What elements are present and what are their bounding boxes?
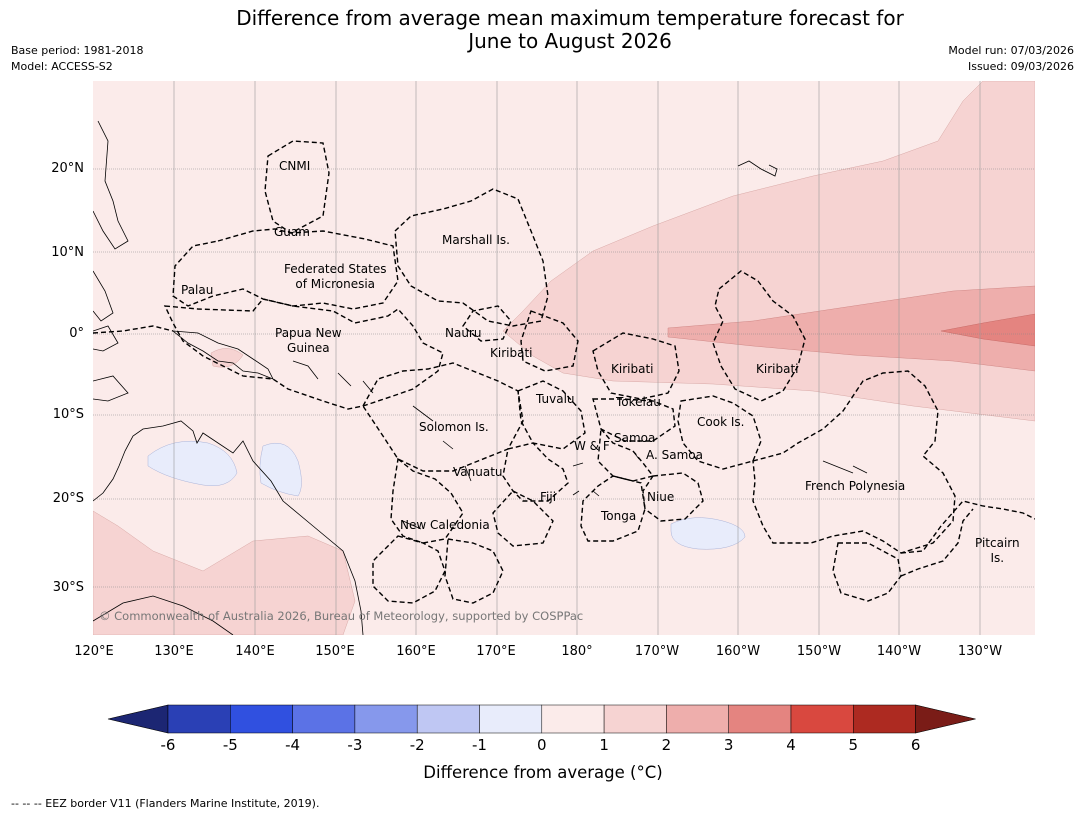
- eez-borders: [93, 140, 1035, 604]
- region-label-marshall-islands: Marshall Is.: [442, 233, 510, 247]
- colorbar: [107, 704, 976, 734]
- model-info: Base period: 1981-2018 Model: ACCESS-S2: [11, 43, 143, 75]
- region-label-cook-islands: Cook Is.: [697, 415, 745, 429]
- colorbar-cell: [354, 704, 418, 734]
- anomaly-3-4-equatorial-core: [940, 313, 1035, 347]
- colorbar-cell: [479, 704, 543, 734]
- lat-label-20n: 20°N: [51, 161, 84, 176]
- colorbar-cell: [853, 704, 916, 734]
- issued-date: Issued: 09/03/2026: [967, 60, 1074, 73]
- lon-label-130w: 130°W: [957, 644, 1003, 659]
- anomaly-neg-gulf-carpentaria: [147, 440, 238, 486]
- colorbar-tick-label: 6: [910, 736, 921, 754]
- meridians: [173, 81, 981, 635]
- region-label-tokelau: Tokelau: [616, 395, 661, 409]
- lat-label-30s: 30°S: [52, 580, 84, 595]
- map-canvas: [93, 81, 1035, 635]
- colorbar-tick-label: 1: [599, 736, 609, 754]
- region-label-kiribati-west: Kiribati: [490, 346, 533, 360]
- colorbar-tick-label: -3: [347, 736, 363, 754]
- lon-label-160w: 160°W: [715, 644, 761, 659]
- lon-label-130e: 130°E: [154, 644, 194, 659]
- colorbar-cell: [603, 704, 667, 734]
- colorbar-tick-label: -1: [472, 736, 487, 754]
- region-label-papua-new-guinea: Papua New Guinea: [275, 326, 342, 355]
- lon-label-160e: 160°E: [396, 644, 436, 659]
- lon-label-140w: 140°W: [876, 644, 922, 659]
- region-label-new-caledonia: New Caledonia: [400, 518, 490, 532]
- region-label-solomon-islands: Solomon Is.: [419, 420, 489, 434]
- region-label-kiribati-central: Kiribati: [611, 362, 654, 376]
- colorbar-tick-label: 0: [537, 736, 547, 754]
- lon-label-170e: 170°E: [476, 644, 516, 659]
- region-label-american-samoa: A. Samoa: [646, 448, 703, 462]
- anomaly-neg-coral-sea: [259, 442, 302, 497]
- lat-label-10s: 10°S: [52, 407, 84, 422]
- region-label-guam: Guam: [274, 225, 310, 239]
- region-label-palau: Palau: [181, 283, 214, 297]
- colorbar-cell: [292, 704, 356, 734]
- anomaly-1-2-png-patch: [210, 348, 244, 368]
- colorbar-tick-label: -6: [160, 736, 176, 754]
- colorbar-under-arrow: [107, 704, 169, 734]
- region-label-french-polynesia: French Polynesia: [805, 479, 906, 493]
- colorbar-cell: [167, 704, 231, 734]
- lat-label-equator: 0°: [69, 326, 84, 341]
- lon-label-140e: 140°E: [235, 644, 275, 659]
- region-label-samoa: Samoa: [614, 431, 656, 445]
- colorbar-tick-label: 5: [848, 736, 859, 754]
- region-label-cnmi: CNMI: [279, 159, 311, 173]
- lat-label-20s: 20°S: [52, 491, 84, 506]
- region-label-nauru: Nauru: [445, 326, 482, 340]
- colorbar-cell: [416, 704, 480, 734]
- region-label-tonga: Tonga: [601, 509, 637, 523]
- footnote-eez: -- -- -- EEZ border V11 (Flanders Marine…: [11, 797, 320, 810]
- region-label-fiji: Fiji: [540, 490, 557, 504]
- region-label-micronesia: Federated States of Micronesia: [284, 262, 387, 291]
- lat-label-10n: 10°N: [51, 245, 84, 260]
- region-label-pitcairn: Pitcairn Is.: [975, 536, 1020, 565]
- colorbar-cell: [541, 704, 605, 734]
- colorbar-tick-label: -5: [222, 736, 238, 754]
- lon-label-150e: 150°E: [315, 644, 355, 659]
- base-period: Base period: 1981-2018: [11, 44, 144, 57]
- title-line-2: June to August 2026: [468, 29, 672, 53]
- region-label-kiribati-east: Kiribati: [756, 362, 799, 376]
- colorbar-tick-label: -4: [285, 736, 301, 754]
- colorbar-tick-label: 3: [723, 736, 734, 754]
- graticule: [93, 168, 1035, 588]
- anomaly-neg-south-of-niue: [670, 517, 746, 550]
- lon-label-120e: 120°E: [74, 644, 114, 659]
- run-info: Model run: 07/03/2026 Issued: 09/03/2026: [948, 43, 1074, 75]
- anomaly-1-2-southwest: [93, 510, 356, 635]
- colorbar-tick-label: -2: [409, 736, 425, 754]
- coastlines: [93, 120, 868, 635]
- forecast-map: [93, 81, 1035, 635]
- colorbar-tick-label: 2: [661, 736, 672, 754]
- colorbar-cell: [666, 704, 729, 734]
- copyright-notice: © Commonwealth of Australia 2026, Bureau…: [99, 609, 584, 623]
- region-label-tuvalu: Tuvalu: [536, 392, 575, 406]
- colorbar-title: Difference from average (°C): [423, 763, 663, 782]
- lon-label-150w: 150°W: [796, 644, 842, 659]
- title-line-1: Difference from average mean maximum tem…: [236, 6, 904, 30]
- colorbar-cell: [790, 704, 854, 734]
- colorbar-cell: [230, 704, 293, 734]
- region-label-niue: Niue: [647, 490, 675, 504]
- colorbar-cell: [728, 704, 792, 734]
- lon-label-170w: 170°W: [634, 644, 680, 659]
- model-run: Model run: 07/03/2026: [948, 44, 1074, 57]
- colorbar-over-arrow: [915, 704, 976, 734]
- colorbar-tick-label: 4: [786, 736, 796, 754]
- model-name: Model: ACCESS-S2: [11, 60, 113, 73]
- anomaly-2-3-equatorial-band: [667, 285, 1035, 372]
- region-label-wallis-futuna: W & F: [574, 439, 610, 453]
- chart-title: Difference from average mean maximum tem…: [150, 7, 990, 53]
- lon-label-180: 180°: [561, 644, 593, 659]
- region-label-vanuatu: Vanuatu: [453, 465, 503, 479]
